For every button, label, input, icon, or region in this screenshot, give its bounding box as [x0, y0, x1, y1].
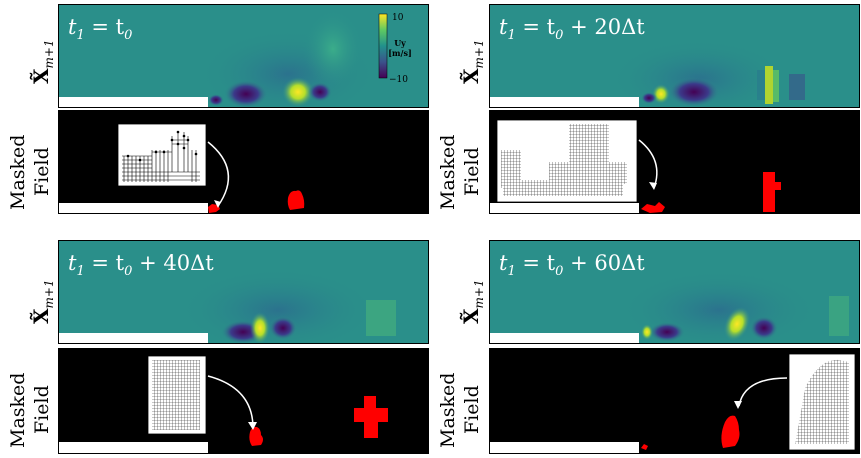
- svg-text:Field: Field: [461, 385, 483, 434]
- zoom-arrowhead: [214, 200, 221, 208]
- inset-zoom: [117, 123, 207, 187]
- vortex-positive: [723, 306, 751, 342]
- svg-text:Masked: Masked: [7, 135, 29, 210]
- mask-object: [763, 172, 781, 212]
- wall-plate: [58, 203, 208, 214]
- field-panel-t60: t1 = t0 + 60Δt: [489, 240, 860, 344]
- wall-plate: [58, 442, 208, 454]
- mask-background: [58, 110, 429, 214]
- vortex-negative: [208, 94, 224, 106]
- panel-title: t1 = t0 + 20Δt: [499, 15, 645, 43]
- row-label-masked-bottom-left: Masked Field: [7, 373, 53, 448]
- wall-plate: [58, 97, 208, 108]
- vortex-negative: [224, 80, 268, 108]
- panel-title: t1 = t0 + 60Δt: [499, 251, 645, 279]
- inset-mesh-nodes: [126, 130, 198, 162]
- svg-text:X̃m+1: X̃m+1: [459, 39, 486, 84]
- row-label-field-bottom-right: X̃m+1: [459, 279, 486, 324]
- vortex-positive: [282, 77, 314, 107]
- vortex-negative: [308, 82, 332, 102]
- svg-text:Masked: Masked: [437, 373, 459, 448]
- svg-text:X̃m+1: X̃m+1: [29, 279, 56, 324]
- row-label-field-bottom-left: X̃m+1: [29, 279, 56, 324]
- mask-object: [641, 202, 665, 213]
- vortex-positive: [641, 324, 653, 340]
- inset-mesh: [501, 124, 627, 196]
- colorbar-label: Uy: [394, 38, 406, 48]
- masked-panel-t60: [489, 348, 860, 454]
- wall-plate: [58, 333, 208, 344]
- inset-mesh: [152, 360, 200, 430]
- svg-text:Field: Field: [31, 147, 53, 196]
- masked-panel-t0: [58, 110, 429, 214]
- field-shading: [303, 9, 363, 89]
- colorbar-unit: [m/s]: [388, 48, 411, 58]
- masked-panel-t20: [489, 110, 860, 214]
- vortex-positive: [250, 312, 270, 344]
- mask-object: [249, 426, 263, 446]
- panel-title: t1 = t0: [68, 15, 132, 43]
- zoom-arrowhead: [734, 401, 742, 409]
- row-label-field-top-left: X̃m+1: [29, 39, 56, 84]
- field-panel-t0: t1 = t0 10 −10 Uy [m/s]: [58, 4, 429, 108]
- wake-band: [765, 66, 773, 104]
- wall-plate: [489, 442, 639, 454]
- wall-plate: [489, 97, 639, 108]
- colorbar-min-label: −10: [389, 75, 408, 85]
- row-label-field-top-right: X̃m+1: [459, 39, 486, 84]
- zoom-arrow: [207, 375, 254, 429]
- vortex-negative: [750, 316, 778, 340]
- wall-plate: [489, 203, 639, 214]
- wake-band: [366, 300, 396, 336]
- svg-text:X̃m+1: X̃m+1: [29, 39, 56, 84]
- row-label-masked-bottom-right: Masked Field: [437, 373, 483, 448]
- mask-object: [287, 190, 305, 210]
- colorbar-max-label: 10: [392, 13, 404, 23]
- vortex-negative: [641, 92, 657, 104]
- svg-text:Masked: Masked: [437, 135, 459, 210]
- svg-text:Field: Field: [461, 147, 483, 196]
- inset-mesh: [795, 359, 849, 444]
- row-label-masked-top-left: Masked Field: [7, 135, 53, 210]
- zoom-arrow: [207, 141, 230, 207]
- svg-text:Masked: Masked: [7, 373, 29, 448]
- wake-band: [757, 70, 765, 100]
- vortex-negative: [649, 322, 685, 342]
- mask-object: [721, 415, 740, 448]
- colorbar: [378, 13, 388, 79]
- wake-band: [829, 296, 849, 336]
- field-panel-t20: t1 = t0 + 20Δt: [489, 4, 860, 108]
- field-panel-t40: t1 = t0 + 40Δt: [58, 240, 429, 344]
- mask-object: [208, 204, 220, 213]
- zoom-arrowhead: [649, 182, 657, 190]
- vortex-negative: [668, 77, 720, 107]
- masked-panel-t40: [58, 348, 429, 454]
- svg-text:Field: Field: [31, 385, 53, 434]
- wake-band: [789, 74, 805, 100]
- mask-object: [641, 444, 648, 450]
- inset-mesh: [122, 132, 200, 182]
- row-label-masked-top-right: Masked Field: [437, 135, 483, 210]
- panel-title: t1 = t0 + 40Δt: [68, 251, 214, 279]
- wall-plate: [489, 333, 639, 344]
- mask-object: [354, 396, 388, 438]
- vortex-negative: [269, 316, 297, 340]
- wake-band: [773, 70, 779, 102]
- svg-text:X̃m+1: X̃m+1: [459, 279, 486, 324]
- zoom-arrowhead: [248, 422, 257, 430]
